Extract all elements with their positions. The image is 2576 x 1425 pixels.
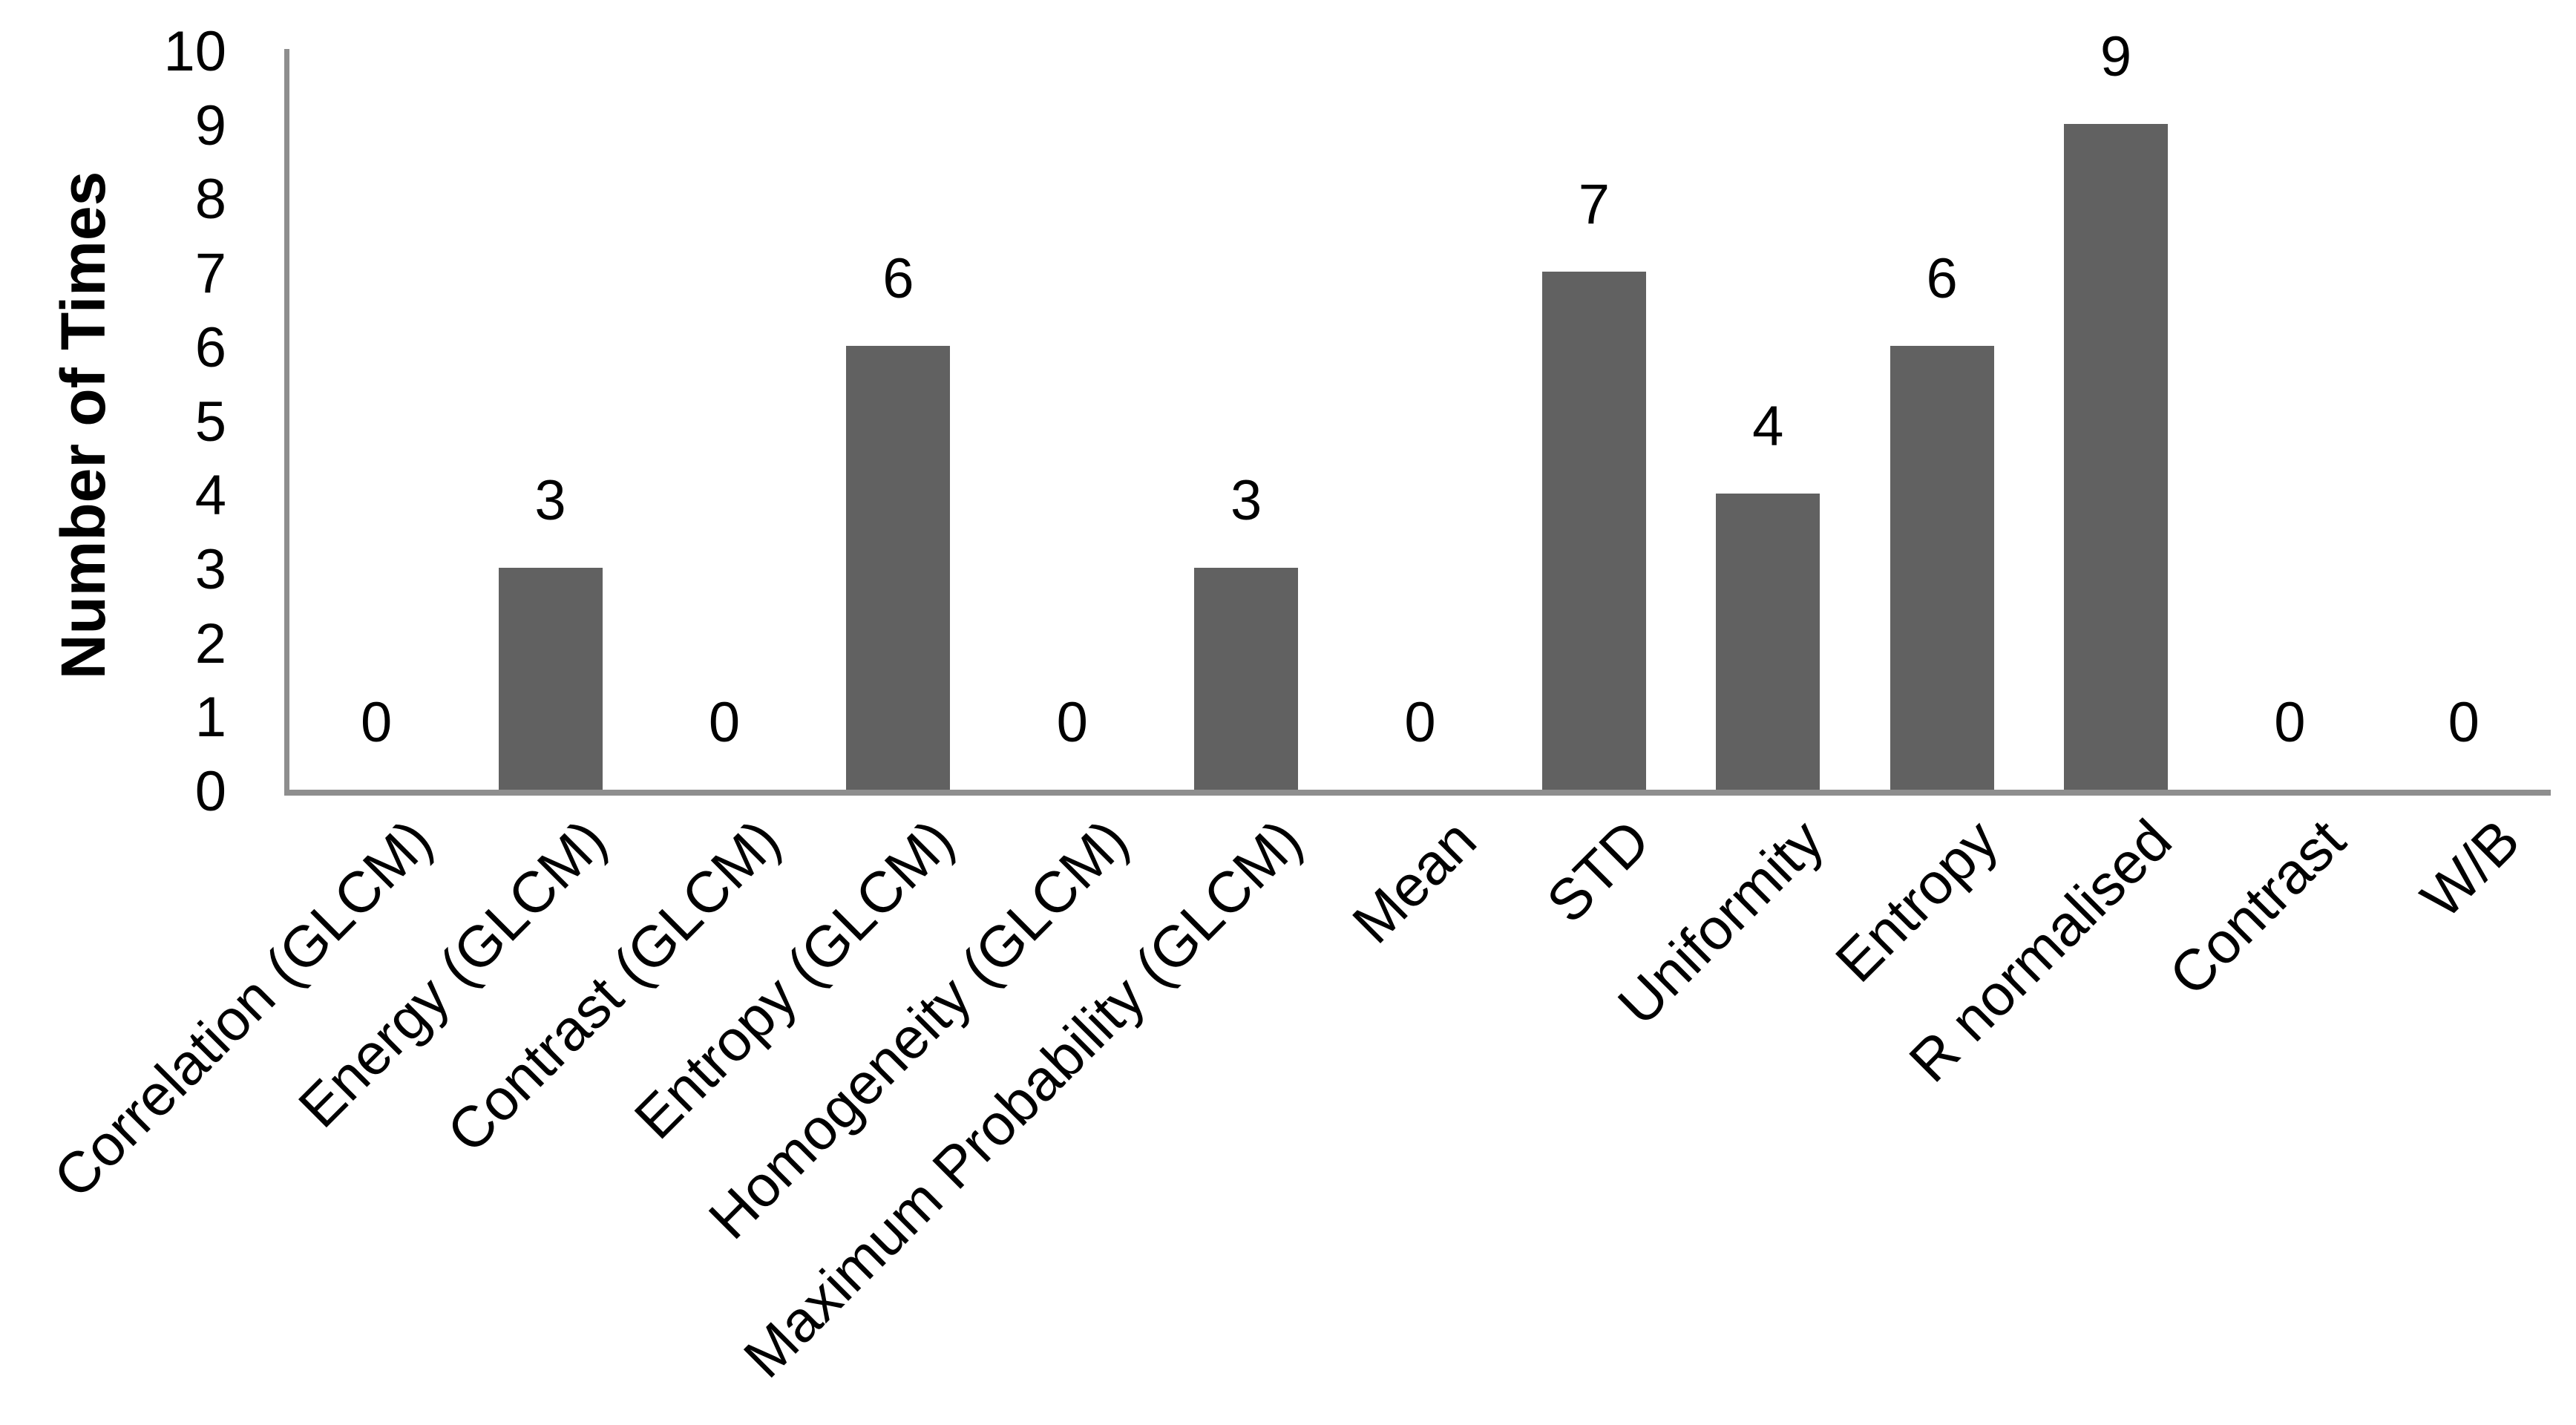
y-axis-tick-label: 4 (194, 464, 226, 528)
y-axis-tick-label: 6 (194, 315, 226, 379)
bar-data-label: 4 (1752, 395, 1784, 459)
y-axis-tick-label: 3 (194, 537, 226, 601)
bar (2064, 123, 2169, 790)
y-axis-tick-label: 7 (194, 242, 226, 306)
y-axis-tick-label: 8 (194, 168, 226, 232)
bar-data-label: 3 (1230, 468, 1262, 532)
x-axis-line (284, 790, 2551, 796)
bar-data-label: 0 (2274, 691, 2306, 754)
bar-data-label: 0 (2448, 691, 2480, 754)
y-axis-tick-label: 5 (194, 390, 226, 453)
bar-data-label: 0 (708, 691, 741, 754)
y-axis-tick-label: 0 (194, 760, 226, 823)
bar-data-label: 0 (1404, 691, 1436, 754)
y-axis-tick-label: 1 (194, 686, 226, 750)
y-axis-tick-label: 2 (194, 612, 226, 675)
bar-data-label: 7 (1578, 173, 1610, 237)
bar-data-label: 6 (882, 246, 914, 310)
y-axis-line (284, 49, 289, 795)
bar-data-label: 3 (534, 468, 566, 532)
bar-data-label: 6 (1926, 246, 1958, 310)
bar-data-label: 0 (1056, 691, 1088, 754)
y-axis-tick-label: 10 (163, 20, 226, 83)
bar (1194, 567, 1299, 790)
bar (1716, 494, 1820, 790)
bar (498, 567, 603, 790)
bar-data-label: 9 (2100, 24, 2132, 88)
bar (1890, 345, 1994, 790)
bar (1541, 272, 1646, 790)
y-axis-tick-label: 9 (194, 94, 226, 157)
bar-data-label: 0 (361, 691, 393, 754)
bar (846, 345, 951, 790)
